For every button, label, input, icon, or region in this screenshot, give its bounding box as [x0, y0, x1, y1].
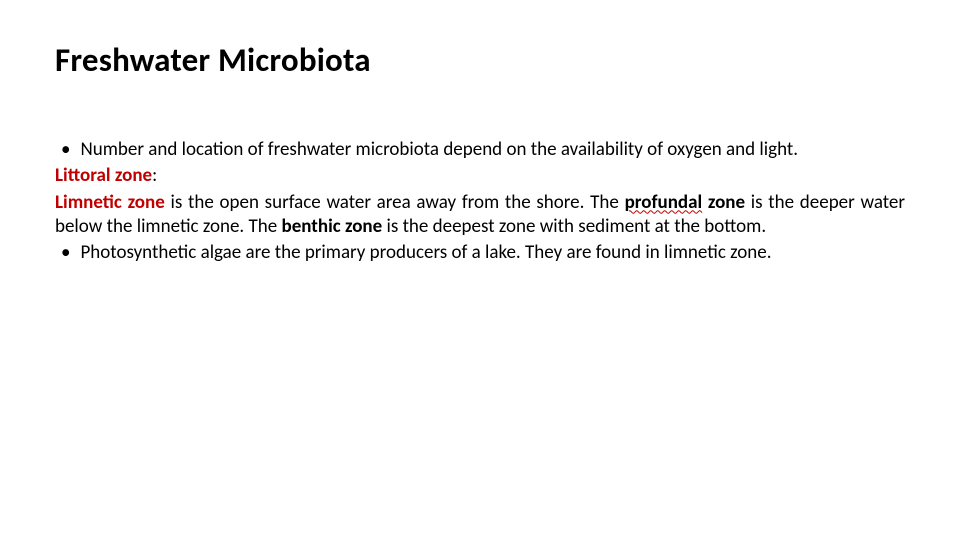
slide-title: Freshwater Microbiota [55, 40, 905, 80]
slide-body: • Number and location of freshwater micr… [55, 138, 905, 266]
term-benthic: benthic zone [282, 215, 383, 238]
term-limnetic: Limnetic zone [55, 191, 165, 214]
text-seg: is the open surface water area away from… [165, 191, 625, 214]
text-seg: is the deepest zone with sediment at the… [382, 215, 766, 238]
slide: Freshwater Microbiota • Number and locat… [0, 0, 960, 540]
bullet-marker: • [55, 138, 80, 162]
term-profundal: profundal [625, 191, 703, 214]
bullet-item: • Photosynthetic algae are the primary p… [55, 241, 905, 265]
bullet-text: Photosynthetic algae are the primary pro… [80, 241, 905, 265]
bullet-text: Number and location of freshwater microb… [80, 138, 905, 162]
zones-paragraph: Limnetic zone is the open surface water … [55, 191, 905, 240]
bullet-item: • Number and location of freshwater micr… [55, 138, 905, 162]
colon: : [152, 164, 157, 187]
term-profundal-2: zone [708, 191, 745, 214]
bullet-marker: • [55, 241, 80, 265]
term-littoral: Littoral zone [55, 164, 152, 187]
littoral-line: Littoral zone: [55, 164, 905, 188]
